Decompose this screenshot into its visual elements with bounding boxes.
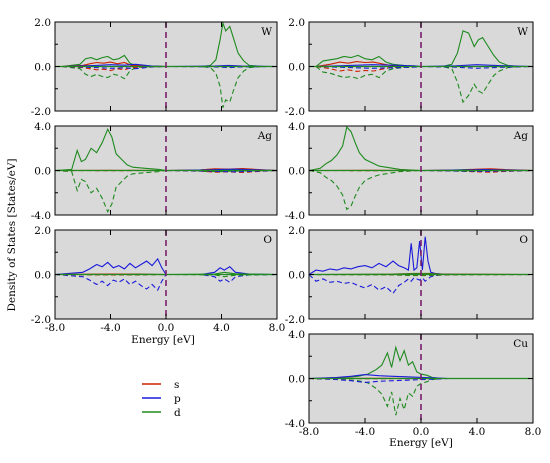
panel-right-1: 2.0 0.0 -2.0 W: [285, 17, 533, 118]
x-tick-label: -4.0: [355, 426, 375, 438]
panel-left-1: 2.0 0.0 -2.0 W: [31, 17, 277, 118]
panel-right-3: 2.0 0.0 -2.0 O: [285, 225, 533, 326]
y-tick-label: 2.0: [34, 17, 51, 29]
panel-element-label: Cu: [513, 338, 528, 350]
legend-label-s: s: [174, 379, 179, 391]
panel-element-label: W: [261, 26, 272, 38]
x-axis-label-left: Energy [eV]: [131, 334, 195, 346]
y-tick-label: 0.0: [288, 62, 305, 74]
x-tick-label: 8.0: [525, 426, 542, 438]
y-tick-label: -2.0: [31, 106, 51, 118]
x-tick-label: 0.0: [158, 322, 175, 334]
y-tick-label: 0.0: [288, 270, 305, 282]
panel-element-label: W: [517, 26, 528, 38]
legend-label-p: p: [174, 393, 181, 405]
y-tick-label: 4.0: [34, 121, 51, 133]
y-tick-label: 4.0: [288, 121, 305, 133]
y-tick-label: 0.0: [288, 166, 305, 178]
panel-element-label: O: [519, 234, 528, 246]
panel-element-label: Ag: [257, 130, 273, 142]
y-tick-label: 0.0: [34, 270, 51, 282]
y-axis-label: Density of States [States/eV]: [6, 158, 18, 311]
panel-element-label: Ag: [513, 130, 529, 142]
panels-layer: 2.0 0.0 -2.0 W 4.0 0.0 -4.0 Ag 2.0 0.0 -2.0 -8.0 -4.…: [31, 17, 542, 438]
y-tick-label: 0.0: [288, 374, 305, 386]
x-tick-label: 8.0: [269, 322, 286, 334]
x-tick-label: 4.0: [469, 426, 486, 438]
y-tick-label: -2.0: [285, 106, 305, 118]
panel-element-label: O: [263, 234, 272, 246]
x-tick-label: -4.0: [100, 322, 120, 334]
y-tick-label: -4.0: [31, 210, 51, 222]
panel-right-2: 4.0 0.0 -4.0 Ag: [285, 121, 533, 222]
y-tick-label: 2.0: [34, 225, 51, 237]
y-tick-label: 2.0: [288, 17, 305, 29]
legend: spd: [142, 379, 181, 419]
y-tick-label: 0.0: [34, 166, 51, 178]
x-tick-label: 4.0: [213, 322, 230, 334]
panel-left-2: 4.0 0.0 -4.0 Ag: [31, 121, 277, 222]
x-tick-label: -8.0: [299, 426, 319, 438]
legend-label-d: d: [174, 407, 181, 419]
y-tick-label: -2.0: [285, 314, 305, 326]
x-axis-label-right: Energy [eV]: [389, 437, 453, 449]
x-tick-label: -8.0: [45, 322, 65, 334]
y-tick-label: 2.0: [288, 225, 305, 237]
y-tick-label: 4.0: [288, 329, 305, 341]
y-tick-label: 0.0: [34, 62, 51, 74]
y-tick-label: -4.0: [285, 210, 305, 222]
